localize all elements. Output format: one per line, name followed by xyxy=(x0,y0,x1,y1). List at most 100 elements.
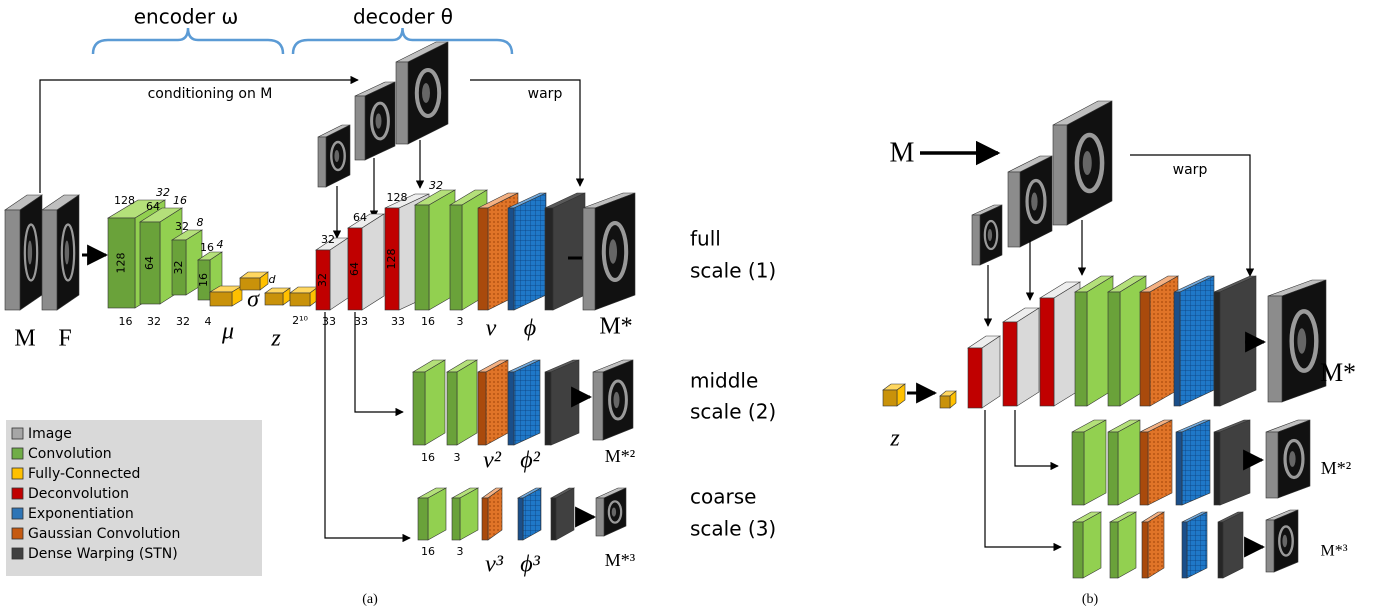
label: 33 xyxy=(322,315,336,328)
label: 16 xyxy=(119,315,133,328)
label: Gaussian Convolution xyxy=(28,526,180,542)
image-content xyxy=(611,507,617,517)
legend-swatch xyxy=(11,487,24,500)
exp-front xyxy=(507,207,515,311)
exp-front xyxy=(1173,291,1181,407)
image-content xyxy=(1289,309,1319,373)
label: ϕ² xyxy=(520,448,540,474)
label: 128 xyxy=(387,191,408,204)
img-front xyxy=(582,207,596,311)
label: Image xyxy=(28,426,72,442)
image-content xyxy=(1282,534,1288,548)
deconv-front xyxy=(1002,321,1018,407)
conv-side xyxy=(1117,419,1141,506)
label: 3 xyxy=(454,451,461,464)
label: 16 xyxy=(421,451,435,464)
deconv-side xyxy=(1016,307,1040,407)
conv-front xyxy=(1074,291,1088,407)
exp-front xyxy=(507,371,515,446)
warpb-front xyxy=(1213,291,1221,407)
legend-swatch xyxy=(11,507,24,520)
conv-side xyxy=(424,359,446,446)
conv-front xyxy=(1109,521,1119,579)
legend-box xyxy=(6,420,262,576)
conv-front xyxy=(451,497,461,541)
connector xyxy=(1130,154,1255,277)
fc-front xyxy=(209,291,233,307)
img-front xyxy=(592,371,604,441)
label: scale (2) xyxy=(690,400,776,424)
legend-swatch xyxy=(11,427,24,440)
label: Fully-Connected xyxy=(28,466,140,482)
label: coarse xyxy=(690,485,756,509)
label: F xyxy=(58,326,71,352)
fc-front xyxy=(939,395,951,409)
legend-swatch xyxy=(11,527,24,540)
label: 2¹⁰ xyxy=(292,314,308,327)
label: 64 xyxy=(348,262,361,276)
label: 32 xyxy=(429,179,443,192)
image-content xyxy=(1278,525,1294,557)
image-content xyxy=(609,239,617,264)
label: M*² xyxy=(605,446,635,466)
label: full xyxy=(690,227,721,251)
exp-side xyxy=(1186,511,1208,579)
connector xyxy=(470,79,585,187)
conv-front xyxy=(107,217,136,309)
deconv-side xyxy=(981,335,1001,409)
gauss-front xyxy=(477,207,489,311)
warpb-side xyxy=(1222,511,1244,579)
deconv-front xyxy=(967,347,983,409)
connector xyxy=(324,312,411,543)
image-content xyxy=(370,101,390,141)
warpb-side xyxy=(552,192,586,311)
warpb-front xyxy=(544,207,554,311)
label: conditioning on M xyxy=(148,86,273,102)
img-front xyxy=(1265,519,1275,573)
conv-front xyxy=(449,204,463,311)
label: d xyxy=(269,273,277,286)
img-front xyxy=(4,209,21,311)
label: scale (3) xyxy=(690,517,776,541)
gauss-side xyxy=(1147,511,1165,579)
label: 128 xyxy=(114,194,135,207)
label: v² xyxy=(483,448,502,474)
label: μ xyxy=(221,319,234,345)
image-content xyxy=(1283,438,1305,480)
image-content xyxy=(422,83,430,103)
legend-swatch xyxy=(11,467,24,480)
label: encoder ω xyxy=(134,5,239,29)
image-content xyxy=(330,140,346,172)
exp-side xyxy=(1181,419,1211,506)
label: M* xyxy=(1320,358,1356,387)
label: M xyxy=(14,326,35,352)
label: warp xyxy=(1173,162,1208,178)
legend-swatch xyxy=(11,447,24,460)
label: Convolution xyxy=(28,446,112,462)
img-front xyxy=(971,214,981,266)
label: 64 xyxy=(143,256,156,270)
legend-swatch xyxy=(11,547,24,560)
label: 16 xyxy=(173,194,187,207)
image-content xyxy=(1074,132,1105,194)
image-content xyxy=(983,219,999,251)
label: M*² xyxy=(1321,458,1351,478)
conv-front xyxy=(197,259,211,301)
conv-front xyxy=(1107,431,1119,506)
fc-front xyxy=(239,277,261,291)
brace xyxy=(91,27,285,55)
deconv-front xyxy=(1039,297,1055,407)
exp-front xyxy=(517,497,524,541)
conv-front xyxy=(414,204,430,311)
gauss-front xyxy=(477,371,487,446)
label: v³ xyxy=(485,552,504,578)
image-content xyxy=(1082,151,1092,175)
connector xyxy=(1014,410,1059,471)
warpb-side xyxy=(550,359,580,446)
conv-front xyxy=(417,497,429,541)
label: v xyxy=(486,316,497,342)
label: 32 xyxy=(321,233,335,246)
img-front xyxy=(1007,171,1021,248)
label: 3 xyxy=(457,545,464,558)
